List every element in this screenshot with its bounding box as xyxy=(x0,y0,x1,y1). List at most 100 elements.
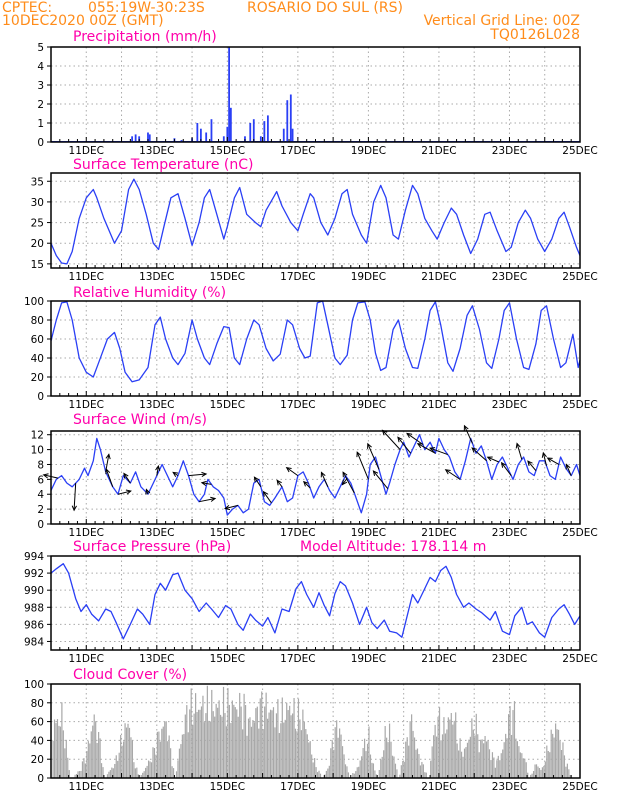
cloud-bar xyxy=(347,772,350,778)
cloud-bar xyxy=(413,737,416,778)
wind-arrow xyxy=(302,480,311,489)
cloud-bar xyxy=(83,758,85,778)
cloud-bar xyxy=(535,764,538,778)
cloud-bar xyxy=(124,723,126,778)
y-tick-label: 5 xyxy=(37,42,44,54)
cloud-bar xyxy=(127,723,129,778)
cloud-bar xyxy=(506,738,508,778)
cloud-bar xyxy=(90,731,92,778)
wind-arrow xyxy=(200,480,212,487)
panel-5: 984 986 988 990 992 994 11DEC 13DEC 15DEC 17DEC 19… xyxy=(24,539,598,665)
cloud-bar xyxy=(565,766,567,778)
cloud-bar xyxy=(206,685,208,778)
x-tick-label: 15DEC xyxy=(210,781,245,793)
x-tick-label: 23DEC xyxy=(492,399,527,411)
cloud-bar xyxy=(387,742,389,778)
cloud-bar xyxy=(416,748,419,778)
panel-title: Surface Pressure (hPa) xyxy=(73,539,231,555)
series-line xyxy=(50,434,581,516)
cloud-bar xyxy=(287,710,289,778)
y-tick-label: 60 xyxy=(31,717,44,729)
x-tick-label: 17DEC xyxy=(280,271,315,283)
panel-background xyxy=(51,431,580,524)
header-station: ROSARIO DO SUL (RS) xyxy=(247,0,403,16)
x-tick-label: 17DEC xyxy=(280,399,315,411)
cloud-bar xyxy=(218,700,220,778)
cloud-bar xyxy=(356,767,358,778)
cloud-bar xyxy=(353,773,355,778)
cloud-bar xyxy=(95,721,97,778)
cloud-bar xyxy=(212,711,214,778)
cloud-bar xyxy=(390,741,392,778)
cloud-bar xyxy=(384,726,386,778)
cloud-bar xyxy=(552,733,554,778)
cloud-bar xyxy=(443,717,445,778)
cloud-bar xyxy=(61,702,63,778)
wind-arrow xyxy=(172,471,179,478)
cloud-bar xyxy=(202,695,204,778)
cloud-bar xyxy=(153,748,156,778)
cloud-bar xyxy=(111,767,113,778)
cloud-bar xyxy=(553,737,555,778)
y-tick-label: 15 xyxy=(31,259,44,271)
cloud-bar xyxy=(277,699,279,778)
cloud-bar xyxy=(346,766,348,778)
wind-arrow xyxy=(397,436,412,454)
x-tick-label: 19DEC xyxy=(351,781,386,793)
wind-arrow xyxy=(527,460,537,472)
cloud-bar xyxy=(496,760,498,778)
x-tick-label: 17DEC xyxy=(280,781,315,793)
cloud-bar xyxy=(308,742,310,778)
cloud-bar xyxy=(306,734,308,778)
panel-6: 0 20 40 60 80 100 11DEC 13DEC 15DEC 17DEC 19DEC 21D… xyxy=(24,667,598,793)
cloud-bar xyxy=(484,735,486,778)
cloud-bar xyxy=(134,768,136,778)
cloud-bar xyxy=(93,714,95,778)
precip-bar xyxy=(263,121,266,142)
cloud-bar xyxy=(483,743,485,778)
cloud-bar xyxy=(80,770,82,778)
cloud-bar xyxy=(115,755,117,778)
panel-4: 0 2 4 6 8 10 12 11DEC 13DEC 15DEC 17DEC 19DEC 21DEC 2… xyxy=(31,412,598,539)
wind-arrow xyxy=(486,456,500,463)
cloud-bar xyxy=(330,748,332,778)
cloud-bar xyxy=(222,686,225,778)
cloud-bar xyxy=(133,762,135,778)
cloud-bar xyxy=(502,749,504,778)
cloud-bar xyxy=(237,716,239,778)
cloud-bar xyxy=(341,746,344,778)
cloud-bar xyxy=(156,731,158,778)
y-tick-label: 1 xyxy=(37,118,44,130)
wind-arrow xyxy=(223,504,239,511)
cloud-bar xyxy=(463,748,466,778)
cloud-bar xyxy=(195,693,197,778)
cloud-bar xyxy=(405,741,407,778)
y-tick-label: 0 xyxy=(37,519,44,531)
cloud-bar xyxy=(265,692,267,778)
x-tick-label: 23DEC xyxy=(492,271,527,283)
cloud-bar xyxy=(109,770,111,778)
cloud-bar xyxy=(555,723,557,778)
precip-bar xyxy=(282,128,285,142)
cloud-bar xyxy=(477,734,479,778)
cloud-bar xyxy=(177,760,179,778)
x-tick-label: 17DEC xyxy=(280,145,315,157)
cloud-bar xyxy=(440,740,442,778)
wind-arrow xyxy=(356,451,369,480)
cloud-bar xyxy=(275,713,278,778)
precip-bar xyxy=(249,123,252,142)
cloud-bar xyxy=(546,745,548,778)
cloud-bar xyxy=(297,698,300,778)
cloud-bar xyxy=(456,743,458,778)
cloud-bar xyxy=(368,726,370,778)
cloud-bar xyxy=(381,756,383,778)
x-tick-label: 15DEC xyxy=(210,271,245,283)
cloud-bar xyxy=(175,771,178,778)
y-tick-label: 6 xyxy=(37,474,44,486)
cloud-bar xyxy=(147,760,150,778)
x-tick-label: 13DEC xyxy=(139,145,174,157)
cloud-bar xyxy=(172,768,175,778)
cloud-bar xyxy=(311,754,313,778)
cloud-bar xyxy=(52,740,54,778)
cloud-bar xyxy=(400,765,402,778)
